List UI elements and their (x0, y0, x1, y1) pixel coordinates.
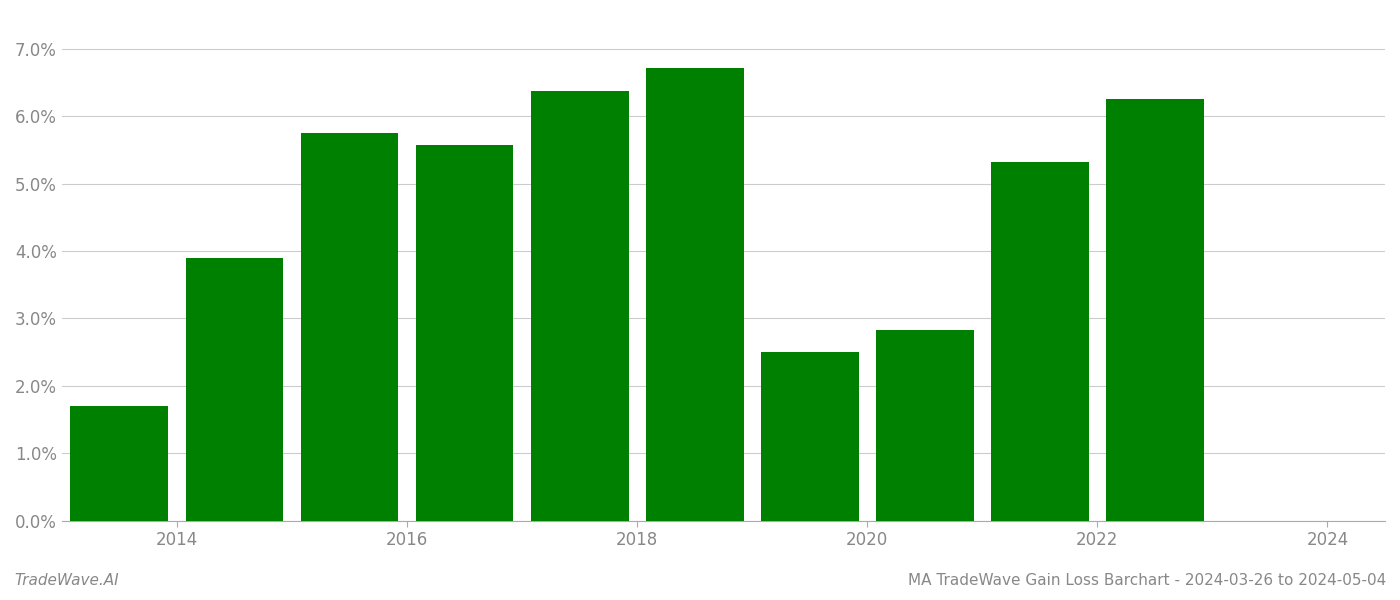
Bar (1106, 99, 1204, 521)
Text: TradeWave.AI: TradeWave.AI (14, 573, 119, 588)
Bar (991, 162, 1089, 521)
Bar (760, 352, 858, 521)
Bar (531, 91, 629, 521)
Bar (876, 331, 973, 521)
Bar (186, 257, 283, 521)
Text: MA TradeWave Gain Loss Barchart - 2024-03-26 to 2024-05-04: MA TradeWave Gain Loss Barchart - 2024-0… (907, 573, 1386, 588)
Bar (70, 406, 168, 521)
Bar (645, 68, 743, 521)
Bar (416, 145, 514, 521)
Bar (301, 133, 399, 521)
